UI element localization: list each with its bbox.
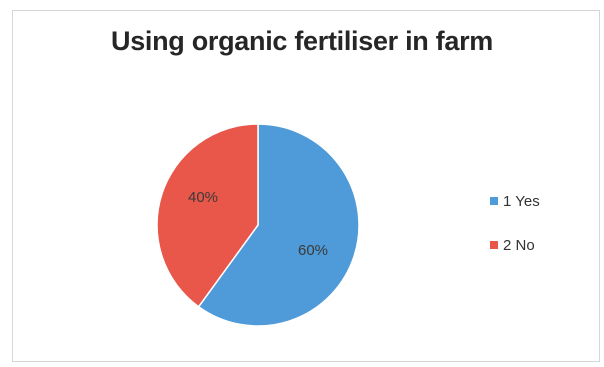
chart-title: Using organic fertiliser in farm (111, 26, 493, 56)
chart-legend: 1 Yes 2 No (490, 190, 540, 278)
legend-item-yes: 1 Yes (490, 190, 540, 212)
pie-slice-no (156, 123, 259, 308)
data-label-no: 40% (188, 189, 218, 206)
legend-label-no: 2 No (503, 236, 535, 254)
legend-label-yes: 1 Yes (503, 192, 540, 210)
data-label-yes: 60% (298, 242, 328, 259)
pie-slice-yes (197, 123, 360, 327)
legend-swatch-yes (490, 197, 498, 205)
legend-item-no: 2 No (490, 234, 540, 256)
legend-swatch-no (490, 241, 498, 249)
